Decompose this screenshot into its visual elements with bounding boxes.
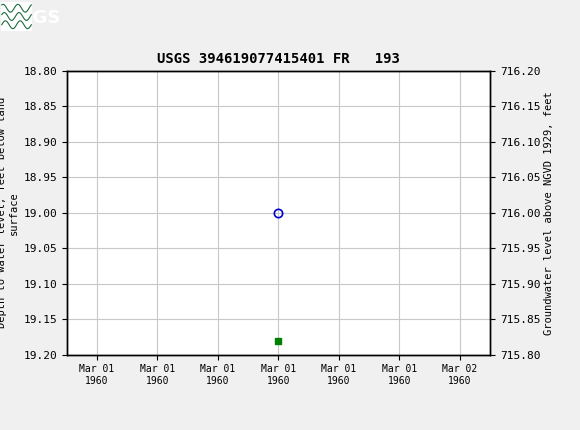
Y-axis label: Groundwater level above NGVD 1929, feet: Groundwater level above NGVD 1929, feet [545, 91, 554, 335]
Bar [1, 2, 32, 31]
Text: USGS: USGS [6, 9, 61, 27]
Y-axis label: Depth to water level, feet below land
surface: Depth to water level, feet below land su… [0, 97, 19, 329]
Title: USGS 394619077415401 FR   193: USGS 394619077415401 FR 193 [157, 52, 400, 66]
